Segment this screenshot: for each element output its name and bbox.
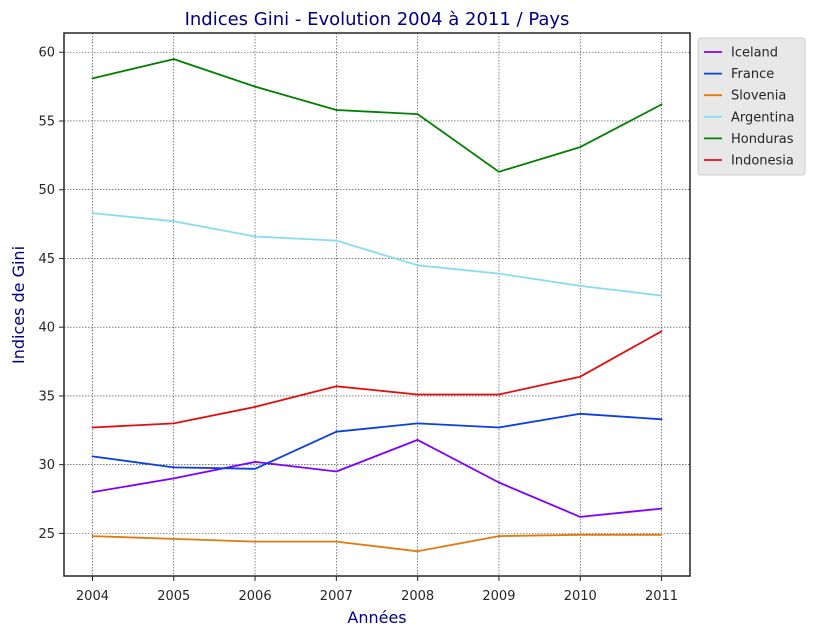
data-point-indonesia bbox=[498, 393, 500, 396]
plot-frame bbox=[63, 32, 691, 577]
data-point-france bbox=[660, 418, 663, 421]
series-line-indonesia bbox=[92, 330, 662, 429]
data-point-france bbox=[416, 422, 419, 425]
data-point-argentina bbox=[335, 239, 338, 242]
data-point-france bbox=[254, 467, 256, 470]
legend-label-iceland: Iceland bbox=[731, 46, 778, 61]
y-tick-label: 60 bbox=[38, 46, 55, 61]
data-point-france bbox=[91, 455, 94, 458]
x-axis-label: Années bbox=[347, 608, 406, 627]
data-point-indonesia bbox=[172, 422, 175, 425]
legend-label-honduras: Honduras bbox=[731, 132, 794, 147]
x-tick-label: 2010 bbox=[564, 589, 597, 604]
legend-label-slovenia: Slovenia bbox=[731, 89, 786, 104]
data-point-argentina bbox=[579, 285, 582, 287]
data-point-argentina bbox=[498, 272, 500, 275]
data-point-honduras bbox=[416, 113, 419, 116]
data-point-argentina bbox=[172, 220, 175, 223]
series-line-honduras bbox=[92, 58, 662, 173]
x-tick-label: 2004 bbox=[76, 589, 109, 604]
series-line-iceland bbox=[92, 438, 662, 518]
legend-label-indonesia: Indonesia bbox=[731, 154, 794, 169]
data-point-indonesia bbox=[416, 393, 419, 396]
data-point-argentina bbox=[254, 235, 256, 238]
data-point-france bbox=[172, 466, 175, 469]
data-point-indonesia bbox=[335, 385, 338, 388]
data-point-iceland bbox=[335, 470, 338, 473]
data-point-honduras bbox=[335, 109, 338, 111]
series-lines bbox=[91, 58, 663, 553]
data-point-iceland bbox=[498, 481, 500, 484]
y-axis-ticks: 25 30 35 40 45 50 55 60 bbox=[38, 46, 64, 542]
data-point-argentina bbox=[660, 294, 663, 297]
grid bbox=[64, 33, 690, 576]
data-point-indonesia bbox=[254, 406, 256, 408]
y-tick-label: 30 bbox=[38, 458, 55, 473]
data-point-france bbox=[579, 412, 582, 415]
data-point-honduras bbox=[91, 77, 94, 80]
y-tick-label: 50 bbox=[38, 183, 55, 198]
data-point-argentina bbox=[91, 212, 94, 214]
data-point-iceland bbox=[660, 507, 663, 510]
data-point-iceland bbox=[172, 477, 175, 480]
data-point-france bbox=[498, 426, 500, 429]
chart-title: Indices Gini - Evolution 2004 à 2011 / P… bbox=[185, 9, 570, 30]
y-axis-label: Indices de Gini bbox=[9, 246, 28, 364]
data-point-slovenia bbox=[498, 535, 500, 538]
legend-label-france: France bbox=[731, 67, 774, 82]
data-point-slovenia bbox=[254, 540, 256, 543]
data-point-indonesia bbox=[660, 330, 663, 333]
x-axis-ticks: 2004 2005 2006 2007 2008 2009 2010 2011 bbox=[76, 576, 678, 604]
legend-label-argentina: Argentina bbox=[731, 110, 794, 125]
data-point-slovenia bbox=[660, 533, 663, 536]
data-point-argentina bbox=[416, 264, 419, 267]
x-tick-label: 2011 bbox=[645, 589, 678, 604]
data-point-slovenia bbox=[416, 550, 419, 553]
legend: Iceland France Slovenia Argentina Honduras In… bbox=[697, 37, 806, 176]
data-point-iceland bbox=[254, 461, 256, 463]
x-tick-label: 2009 bbox=[482, 589, 515, 604]
y-tick-label: 45 bbox=[38, 252, 55, 267]
data-point-honduras bbox=[579, 146, 582, 148]
y-tick-label: 40 bbox=[38, 321, 55, 336]
data-point-iceland bbox=[416, 439, 419, 441]
data-point-slovenia bbox=[172, 537, 175, 540]
series-line-slovenia bbox=[92, 533, 662, 553]
data-point-honduras bbox=[498, 170, 500, 173]
legend-box bbox=[697, 37, 806, 176]
data-point-iceland bbox=[91, 491, 94, 494]
data-point-honduras bbox=[172, 58, 175, 61]
data-point-honduras bbox=[254, 85, 256, 88]
x-tick-label: 2005 bbox=[157, 589, 190, 604]
series-line-france bbox=[92, 412, 662, 470]
y-tick-label: 25 bbox=[38, 527, 55, 542]
data-point-indonesia bbox=[579, 375, 582, 378]
data-point-indonesia bbox=[91, 426, 94, 429]
data-point-france bbox=[335, 430, 338, 433]
data-point-slovenia bbox=[91, 535, 94, 538]
y-tick-label: 55 bbox=[38, 114, 55, 129]
x-tick-label: 2008 bbox=[401, 589, 434, 604]
y-tick-label: 35 bbox=[38, 389, 55, 404]
x-tick-label: 2007 bbox=[320, 589, 353, 604]
data-point-slovenia bbox=[579, 533, 582, 536]
data-point-honduras bbox=[660, 103, 663, 106]
series-line-argentina bbox=[92, 212, 662, 297]
data-point-slovenia bbox=[335, 540, 338, 543]
data-point-iceland bbox=[579, 515, 582, 518]
x-tick-label: 2006 bbox=[239, 589, 272, 604]
